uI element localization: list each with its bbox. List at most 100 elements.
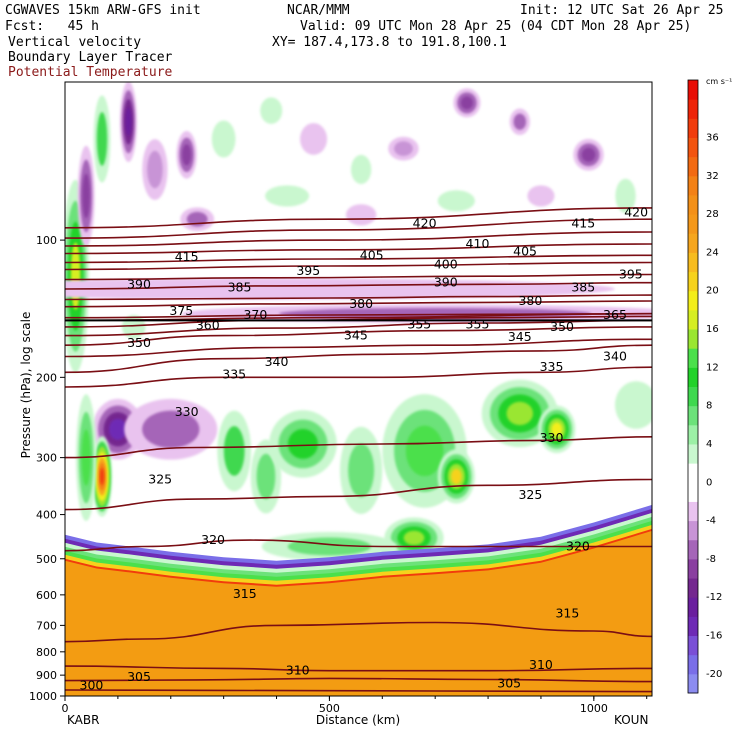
valid-time: Valid: 09 UTC Mon 28 Apr 25 (04 CDT Mon … [300, 19, 692, 34]
theta-label-370: 370 [243, 307, 267, 322]
right-endpoint-label: KOUN [614, 713, 648, 727]
colorbar-swatch [688, 501, 698, 522]
theta-contour-410 [65, 231, 652, 247]
y-tick-label: 1000 [29, 690, 57, 703]
velocity-cell [99, 468, 105, 485]
theta-contour-415 [65, 218, 652, 239]
theta-label-305: 305 [497, 676, 521, 691]
colorbar-swatch [688, 233, 698, 253]
colorbar-swatch [688, 156, 698, 177]
theta-contour-305 [65, 677, 652, 683]
velocity-cell [506, 401, 534, 426]
boundary-layer-core [65, 530, 652, 696]
theta-label-405: 405 [513, 244, 537, 259]
model-title: CGWAVES 15km ARW-GFS init [5, 3, 201, 18]
theta-contour-330 [65, 436, 652, 459]
colorbar-swatch [688, 99, 698, 119]
colorbar-swatch [688, 405, 698, 426]
colorbar-tick-label: 28 [706, 209, 719, 220]
theta-label-390: 390 [434, 275, 458, 290]
theta-label-420: 420 [624, 205, 648, 220]
center-label: NCAR/MMM [287, 3, 350, 18]
colorbar-swatch [688, 309, 698, 330]
y-axis-title: Pressure (hPa), log scale [19, 312, 33, 459]
velocity-cell [287, 428, 319, 459]
theta-label-400: 400 [434, 256, 458, 271]
velocity-cell [348, 443, 375, 498]
colorbar-swatch [688, 443, 698, 464]
theta-label-315: 315 [555, 606, 579, 621]
theta-contour-300 [65, 689, 652, 693]
colorbar-swatch [688, 214, 698, 234]
theta-contour-320 [65, 539, 652, 552]
field-boundary-layer-tracer: Boundary Layer Tracer [8, 50, 173, 65]
theta-contour-385 [65, 281, 652, 290]
colorbar-swatch [688, 539, 698, 560]
theta-label-395: 395 [296, 263, 320, 278]
theta-label-415: 415 [571, 216, 595, 231]
velocity-cell [223, 426, 245, 476]
theta-contour-350 [65, 326, 652, 346]
colorbar-swatch [688, 463, 698, 502]
theta-label-350: 350 [550, 319, 574, 334]
theta-label-385: 385 [571, 279, 595, 294]
theta-label-335: 335 [222, 366, 246, 381]
theta-label-420: 420 [413, 216, 437, 231]
velocity-cell [581, 147, 596, 162]
velocity-cell [551, 422, 563, 437]
theta-label-350: 350 [127, 335, 151, 350]
y-tick-label: 100 [36, 234, 57, 247]
theta-label-355: 355 [407, 316, 431, 331]
theta-contour-360 [65, 315, 652, 328]
theta-label-340: 340 [265, 354, 289, 369]
theta-label-410: 410 [466, 236, 490, 251]
velocity-cell [147, 150, 163, 189]
theta-label-375: 375 [169, 303, 193, 318]
theta-label-300: 300 [80, 677, 104, 692]
theta-label-405: 405 [360, 247, 384, 262]
theta-contour-380 [65, 294, 652, 301]
velocity-cell [437, 190, 475, 212]
velocity-cell [345, 204, 377, 226]
plot-frame [64, 81, 653, 697]
theta-contour-395 [65, 261, 652, 271]
velocity-cell [142, 410, 200, 448]
colorbar-tick-label: 12 [706, 362, 719, 373]
y-tick-label: 500 [36, 553, 57, 566]
colorbar-swatch [688, 520, 698, 541]
colorbar-swatch [688, 367, 698, 387]
velocity-cell [211, 120, 236, 158]
velocity-cell [96, 112, 108, 166]
velocity-cell [260, 97, 283, 124]
colorbar-swatch [688, 175, 698, 196]
colorbar-swatch [688, 578, 698, 598]
colorbar-tick-label: 8 [706, 401, 712, 412]
theta-contour-355 [65, 319, 652, 337]
colorbar-tick-label: 4 [706, 439, 712, 450]
theta-contour-310 [65, 665, 652, 672]
velocity-cell [394, 141, 413, 156]
theta-label-305: 305 [127, 669, 151, 684]
colorbar-swatch [688, 654, 698, 675]
colorbar-tick-label: 16 [706, 324, 719, 335]
theta-label-415: 415 [175, 249, 199, 264]
colorbar-tick-label: -16 [706, 631, 722, 642]
colorbar-swatch [688, 329, 698, 349]
y-tick-label: 200 [36, 371, 57, 384]
velocity-cell [451, 468, 462, 485]
colorbar-swatch [688, 597, 698, 617]
colorbar-swatch [688, 635, 698, 656]
theta-label-320: 320 [566, 539, 590, 554]
velocity-cell [265, 185, 310, 207]
colorbar-tick-label: 32 [706, 171, 719, 182]
potential-temperature-contours [65, 207, 652, 693]
colorbar: 36 32 28 24 20 16 12 8 4 0 -4 -8 -12 -16 -20 [687, 79, 722, 694]
colorbar-units: cm s⁻¹ [706, 77, 732, 86]
theta-label-365: 365 [603, 307, 627, 322]
colorbar-tick-label: -4 [706, 516, 716, 527]
velocity-cell [460, 96, 473, 110]
theta-label-355: 355 [466, 316, 490, 331]
theta-label-310: 310 [286, 663, 310, 678]
velocity-cell [350, 154, 372, 185]
